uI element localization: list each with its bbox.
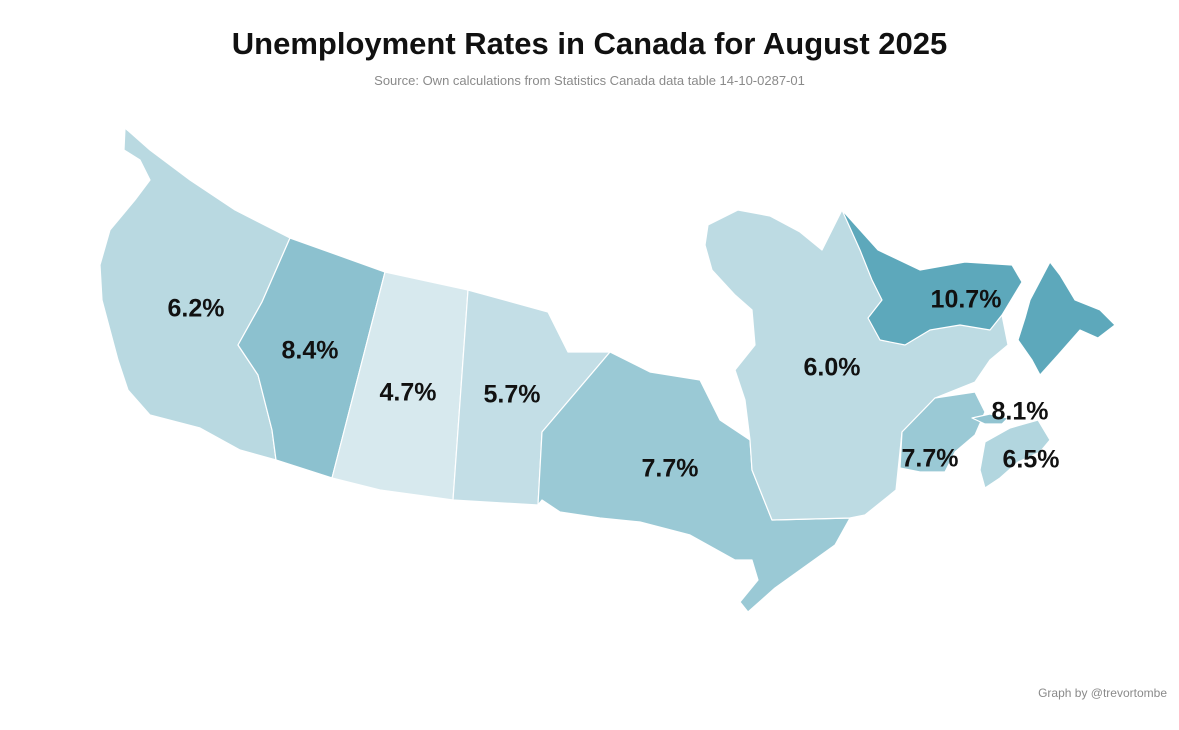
chart-title: Unemployment Rates in Canada for August … [231, 26, 948, 61]
province-nl-labrador[interactable] [841, 209, 1023, 346]
label-on: 7.7% [642, 455, 699, 483]
label-nl: 10.7% [931, 286, 1002, 314]
province-pe[interactable] [971, 413, 1009, 425]
label-ns: 6.5% [1003, 446, 1060, 474]
province-on[interactable] [537, 351, 851, 613]
province-nb[interactable] [899, 391, 986, 473]
province-bc[interactable] [99, 127, 291, 461]
province-sk[interactable] [331, 271, 469, 501]
label-bc: 6.2% [168, 295, 225, 323]
chart-subtitle: Source: Own calculations from Statistics… [374, 73, 805, 88]
label-sk: 4.7% [380, 379, 437, 407]
credit: Graph by @trevortombe [1038, 686, 1167, 700]
province-ns[interactable] [979, 419, 1051, 489]
label-mb: 5.7% [484, 381, 541, 409]
label-nb: 7.7% [902, 445, 959, 473]
label-ab: 8.4% [282, 337, 339, 365]
province-nl-island[interactable] [1017, 261, 1116, 376]
label-qc: 6.0% [804, 354, 861, 382]
label-pe: 8.1% [992, 398, 1049, 426]
